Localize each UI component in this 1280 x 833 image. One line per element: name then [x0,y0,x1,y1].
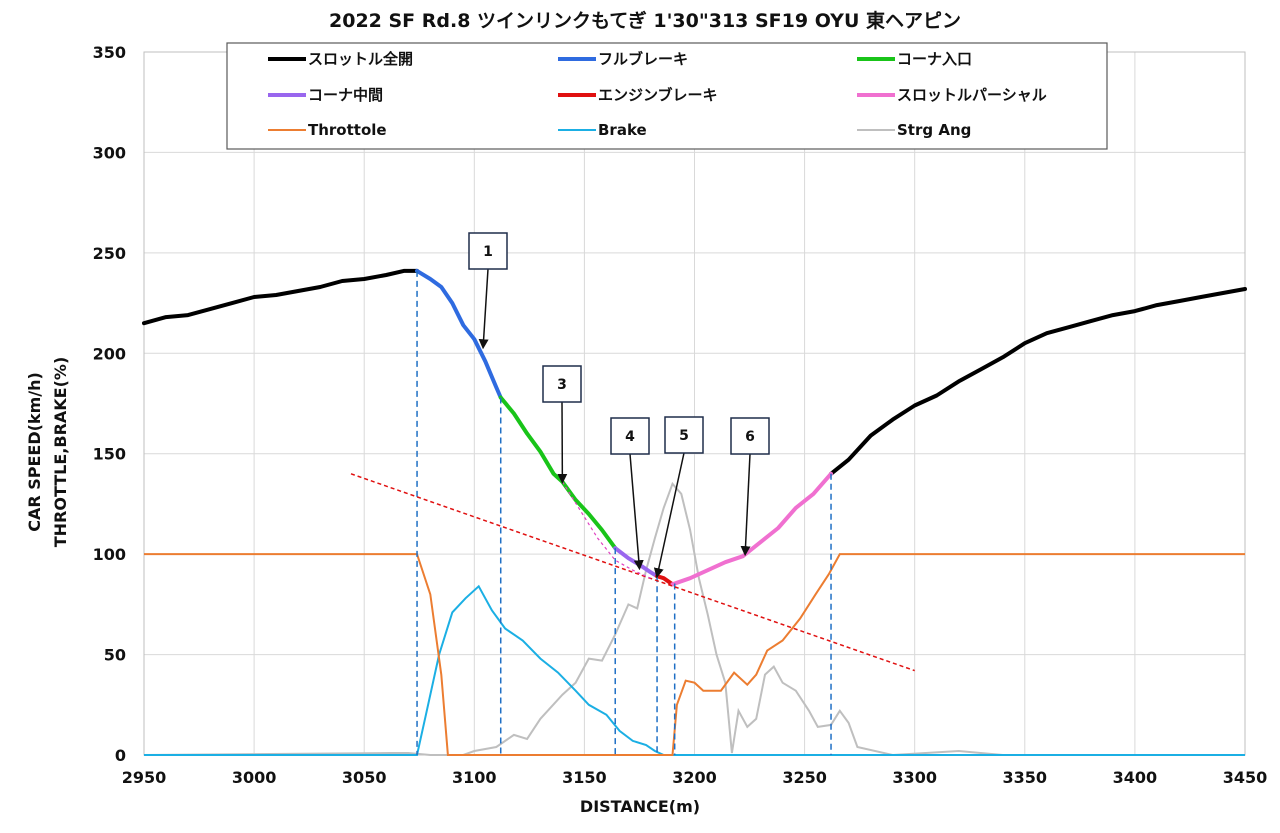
speed-projection-line [561,481,651,579]
callout-4: 4 [610,417,650,571]
x-tick-label: 3150 [562,768,607,787]
callout-6: 6 [730,417,770,557]
x-tick-label: 3250 [782,768,827,787]
callout-arrow [478,268,489,350]
legend-entry: コーナ入口 [857,50,972,68]
callout-label: 5 [679,428,689,444]
legend-label: スロットルパーシャル [897,86,1047,104]
y-tick-label: 100 [93,545,126,564]
callout-5: 5 [653,416,704,579]
legend-label: スロットル全開 [308,50,413,68]
y-tick-label: 200 [93,344,126,363]
legend-label: エンジンブレーキ [598,86,718,104]
callout-box [610,417,650,455]
x-tick-label: 3000 [232,768,277,787]
legend-label: Strg Ang [897,121,971,139]
x-tick-label: 2950 [122,768,167,787]
legend-label: コーナ中間 [308,86,383,104]
legend-entry: エンジンブレーキ [558,86,718,104]
speed-segment-line-0 [142,268,419,326]
chart-title: 2022 SF Rd.8 ツインリンクもてぎ 1'30"313 SF19 OYU… [329,9,961,32]
callout-arrow [653,452,685,579]
legend-label: フルブレーキ [598,50,688,68]
callout-label: 6 [745,429,755,445]
y-axis-ticks: 0 50 100 150 200 250 300 350 [93,43,126,765]
throttle-series-line [144,553,1245,756]
callout-box [664,416,704,454]
y-tick-label: 350 [93,43,126,62]
callout-arrow [740,453,751,557]
callout-arrow [629,453,644,571]
callout-box [468,232,508,270]
callout-label: 1 [483,244,493,260]
y-tick-label: 250 [93,244,126,263]
steering-angle-series-line [143,481,1245,757]
speed-segment-line-6 [670,471,833,587]
y-tick-label: 300 [93,143,126,162]
callout-label: 3 [557,377,567,393]
callout-box [730,417,770,455]
annotation-layer: 1 3 4 5 6 [350,232,915,755]
legend-label: Throttole [308,121,387,139]
x-tick-label: 3300 [892,768,937,787]
speed-segment-line-2 [415,268,503,400]
x-tick-label: 3450 [1223,768,1268,787]
callout-3: 3 [542,365,582,484]
y-tick-label: 150 [93,445,126,464]
x-tick-label: 3400 [1113,768,1158,787]
legend-entry: スロットルパーシャル [857,86,1047,104]
x-axis-label: DISTANCE(m) [580,797,700,816]
x-tick-label: 3050 [342,768,387,787]
brake-series-line [144,584,1245,756]
trend-line [350,473,915,672]
legend-entry: フルブレーキ [558,50,688,68]
x-tick-label: 3100 [452,768,497,787]
callout-box [542,365,582,403]
y-tick-label: 0 [115,746,126,765]
y-axis-label-line2: THROTTLE,BRAKE(%) [51,357,70,548]
callout-1: 1 [468,232,508,350]
x-tick-label: 3200 [672,768,717,787]
callout-label: 4 [625,429,635,445]
x-tick-label: 3350 [1003,768,1048,787]
legend-box [226,42,1108,150]
y-axis-label-line1: CAR SPEED(km/h) [25,372,44,532]
legend-entry: Brake [558,121,647,139]
x-axis-ticks: 2950 3000 3050 3100 3150 3200 3250 3300 3350 3400… [122,768,1268,787]
legend-label: Brake [598,121,647,139]
legend-entry: Throttole [268,121,387,139]
legend-label: コーナ入口 [897,50,972,68]
legend-entry: コーナ中間 [268,86,383,104]
legend-entry: Strg Ang [857,121,971,139]
speed-segment-line-1 [829,287,1247,476]
y-tick-label: 50 [104,646,126,665]
legend-entry: スロットル全開 [268,50,413,68]
